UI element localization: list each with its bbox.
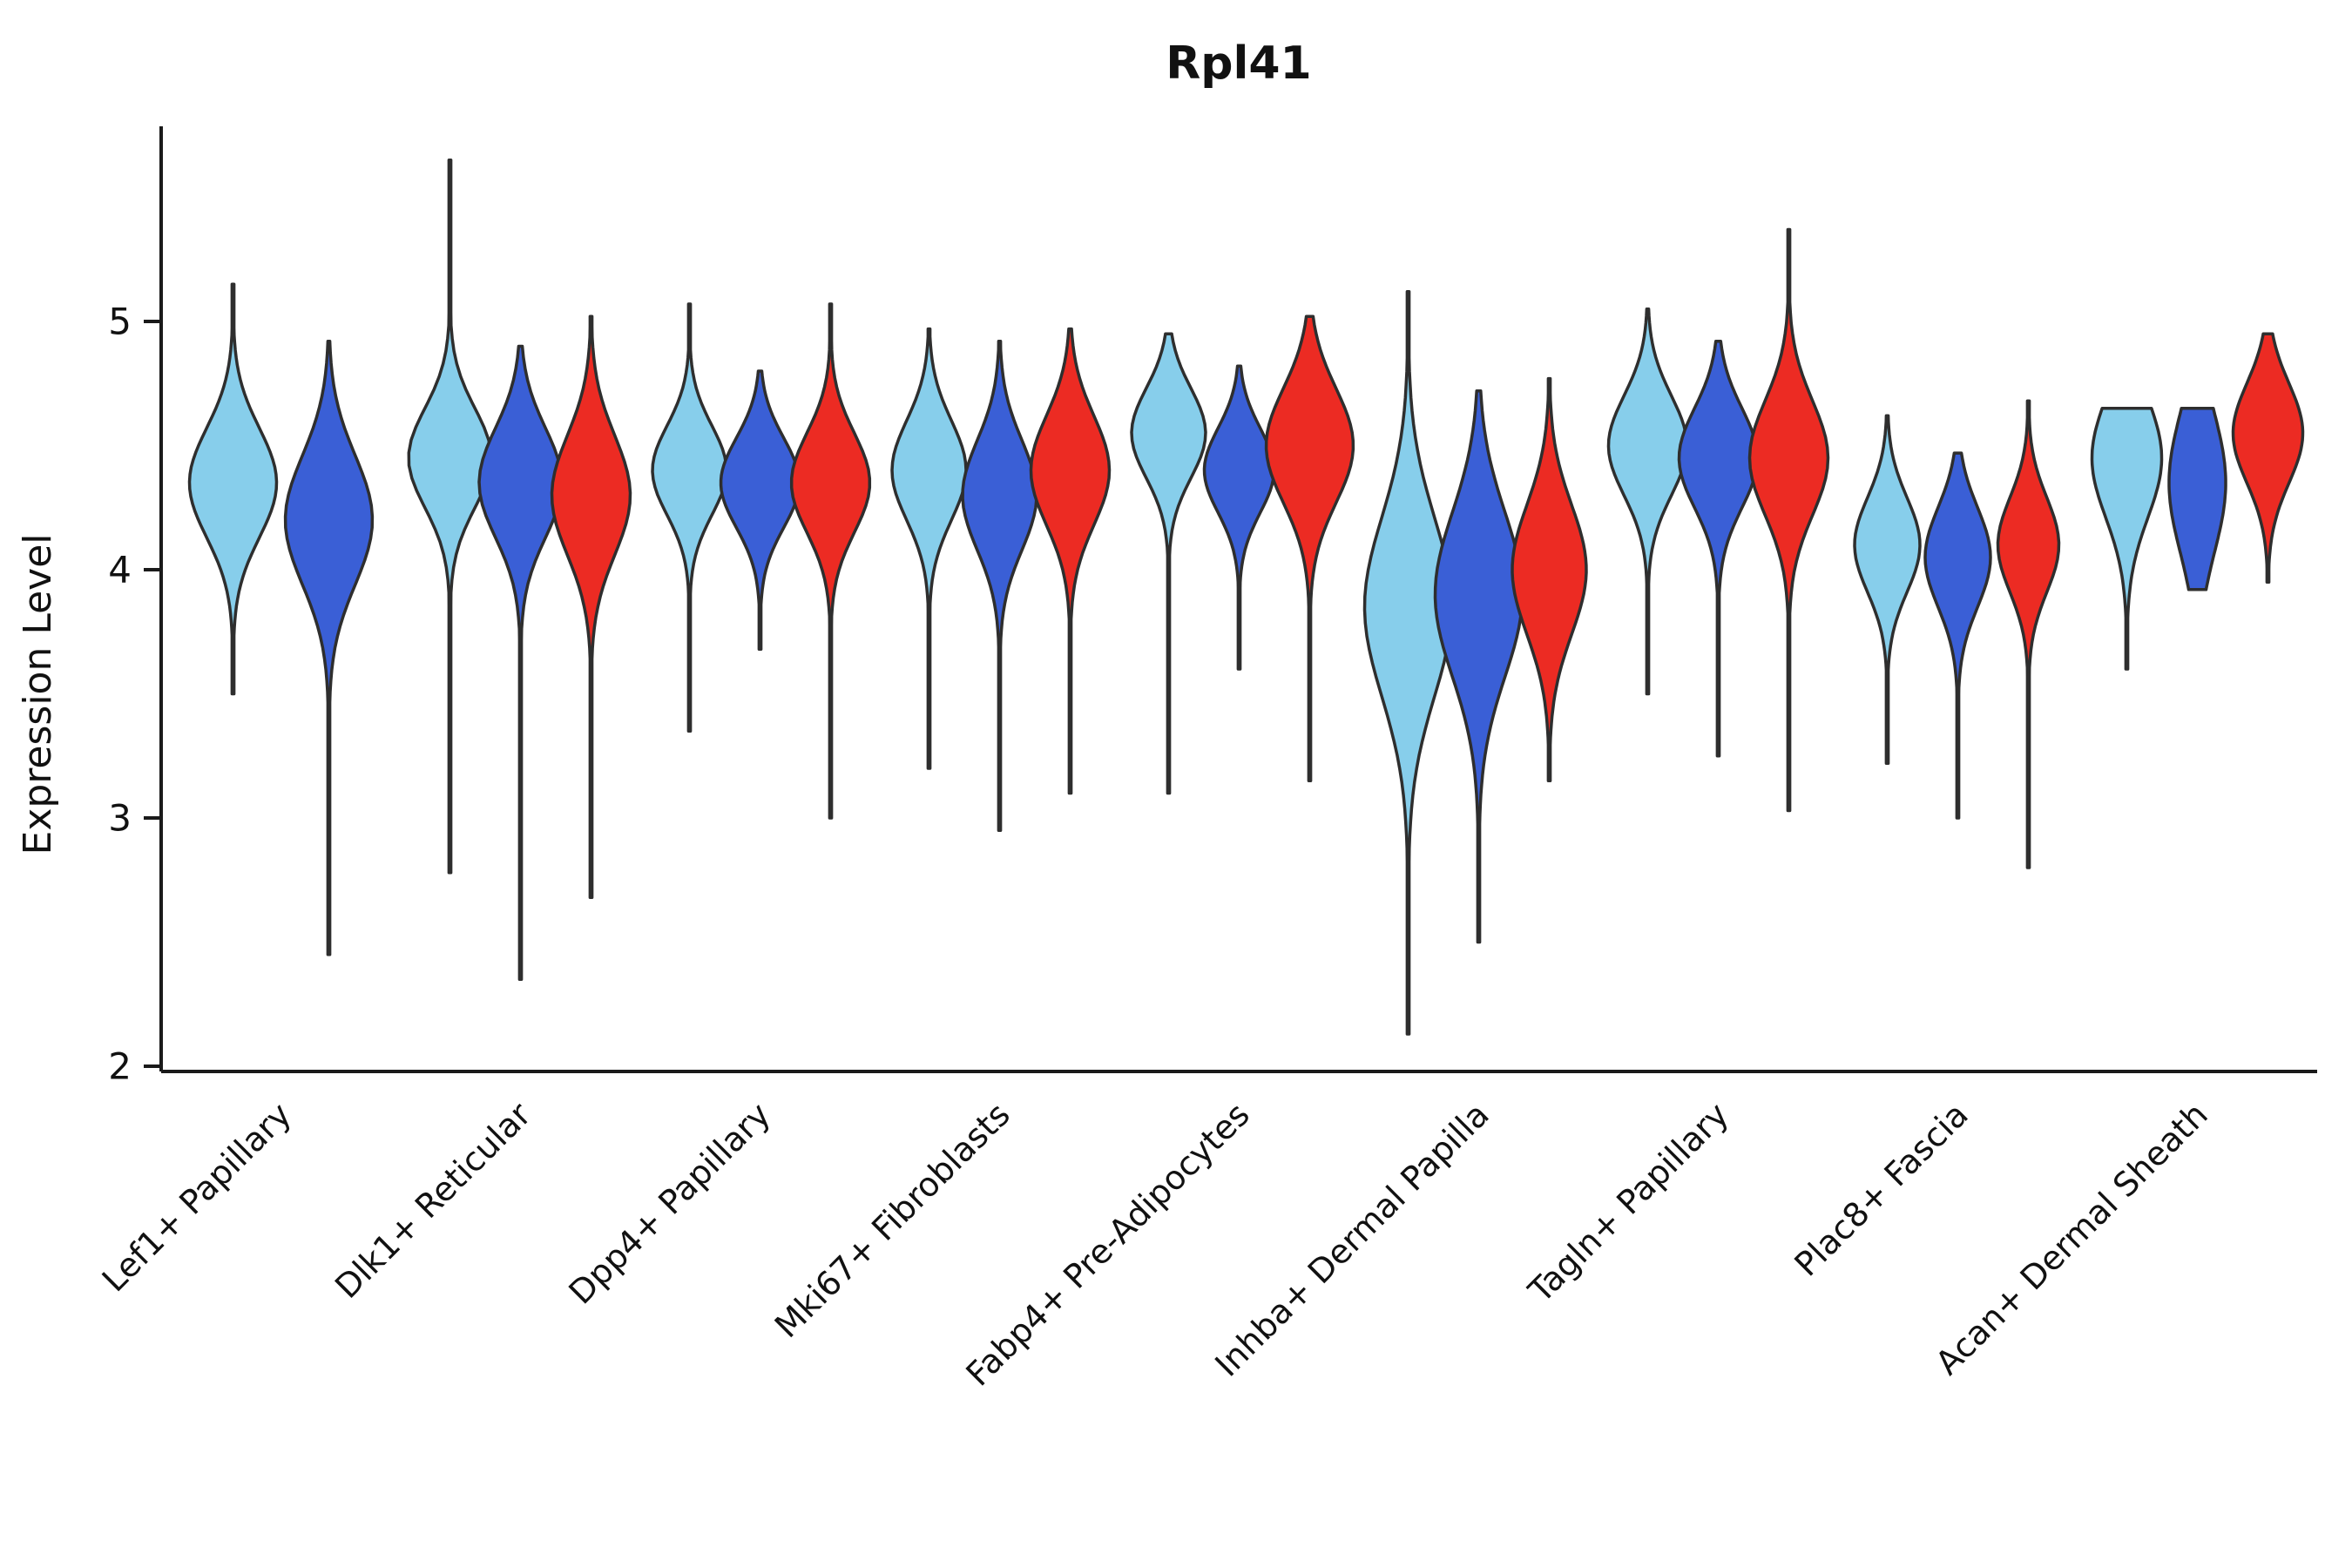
violin-dlk1-reticular-group-2	[477, 344, 564, 982]
violin-inhba-dermal-papilla-group-3	[1511, 376, 1588, 783]
y-tick-label: 2	[108, 1045, 132, 1088]
y-axis-label: Expression Level	[16, 534, 60, 855]
violins-layer	[187, 159, 2305, 1036]
violin-plac8-fascia-group-1	[1853, 414, 1922, 766]
violin-acan-dermal-sheath-group-2	[2167, 406, 2227, 591]
y-tick-label: 3	[108, 797, 132, 840]
x-tick-label: Lef1+ Papillary	[95, 1095, 299, 1299]
violin-tagln-papillary-group-2	[1677, 340, 1760, 758]
violin-acan-dermal-sheath-group-1	[2090, 406, 2164, 671]
x-tick-label: Tagln+ Papillary	[1521, 1095, 1736, 1310]
violin-tagln-papillary-group-3	[1747, 227, 1830, 813]
violin-dpp4-papillary-group-2	[719, 369, 801, 651]
violin-plac8-fascia-group-3	[1996, 399, 2061, 869]
x-tick-label: Fabp4+ Pre-Adipocytes	[959, 1095, 1257, 1393]
violin-mki67-fibroblasts-group-2	[961, 340, 1038, 833]
x-tick-label: Acan+ Dermal Sheath	[1928, 1095, 2214, 1382]
x-tick-label: Dpp4+ Papillary	[561, 1095, 777, 1311]
violin-inhba-dermal-papilla-group-1	[1362, 290, 1454, 1036]
violin-fabp4-pre-adipocytes-group-3	[1264, 314, 1355, 783]
violin-fabp4-pre-adipocytes-group-2	[1202, 364, 1276, 671]
violin-mki67-fibroblasts-group-1	[890, 327, 968, 770]
violin-dpp4-papillary-group-3	[789, 302, 872, 820]
y-tick-label: 5	[108, 301, 132, 343]
violin-dlk1-reticular-group-3	[550, 314, 632, 899]
violin-tagln-papillary-group-1	[1606, 308, 1689, 696]
x-tick-label: Inhba+ Dermal Papilla	[1207, 1095, 1497, 1384]
violin-lef1-papillary-group-1	[187, 282, 279, 696]
y-axis: 2 3 4 5	[108, 126, 2317, 1088]
violin-mki67-fibroblasts-group-3	[1029, 327, 1112, 795]
violin-lef1-papillary-group-2	[283, 340, 375, 956]
x-axis: Lef1+ Papillary Dlk1+ Reticular Dpp4+ Papi…	[95, 1095, 2215, 1394]
x-tick-label: Mki67+ Fibroblasts	[767, 1095, 1017, 1345]
violin-dlk1-reticular-group-1	[407, 159, 493, 875]
violin-plac8-fascia-group-2	[1923, 451, 1992, 820]
violin-fabp4-pre-adipocytes-group-1	[1130, 332, 1207, 795]
violin-acan-dermal-sheath-group-3	[2231, 332, 2305, 585]
x-tick-label: Dlk1+ Reticular	[328, 1095, 538, 1306]
violin-inhba-dermal-papilla-group-2	[1433, 389, 1524, 944]
violin-dpp4-papillary-group-1	[651, 302, 728, 733]
x-tick-label: Plac8+ Fascia	[1788, 1095, 1976, 1283]
y-tick-label: 4	[108, 549, 132, 591]
chart-title: Rpl41	[1166, 37, 1311, 90]
